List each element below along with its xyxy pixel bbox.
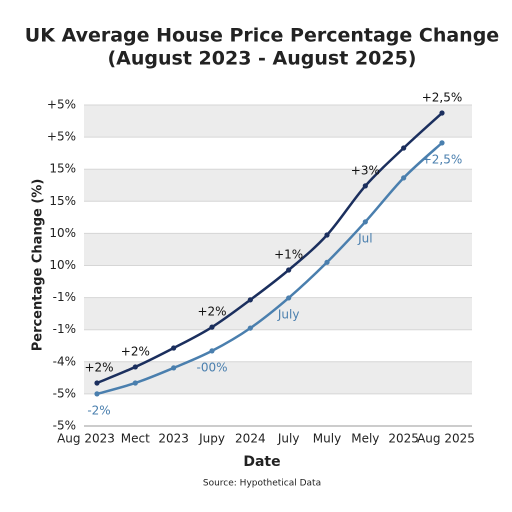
x-tick-label: Mely — [351, 432, 379, 446]
series-line — [96, 141, 443, 396]
source-note: Source: Hypothetical Data — [203, 479, 321, 489]
y-tick-label: 15% — [49, 194, 76, 208]
data-point — [286, 295, 292, 301]
x-tick-label: 2024 — [235, 432, 266, 446]
x-tick-label: Aug 2023 — [57, 432, 115, 446]
y-tick-label: 10% — [49, 226, 76, 240]
y-tick-label: -1% — [53, 322, 76, 336]
data-point — [362, 219, 368, 225]
data-label: +2,5% — [422, 91, 463, 105]
series-line — [96, 112, 443, 385]
data-label: +2% — [84, 360, 113, 374]
data-label: July — [277, 307, 300, 321]
data-point — [439, 110, 445, 116]
data-point — [439, 140, 445, 146]
data-point — [401, 175, 407, 181]
y-tick-label: +5% — [47, 98, 76, 112]
x-axis-label: Date — [243, 454, 280, 470]
data-label: +3% — [351, 163, 380, 177]
data-point — [247, 297, 253, 303]
data-point — [209, 348, 215, 354]
data-label: +2% — [197, 305, 226, 319]
data-point — [171, 345, 177, 351]
x-tick-label: Aug 2025 — [417, 432, 475, 446]
y-axis-label: Percentage Change (%) — [31, 179, 46, 352]
grid-band — [84, 169, 472, 202]
data-point — [94, 391, 100, 397]
y-tick-label: -5% — [53, 419, 76, 433]
y-tick-label: 10% — [49, 258, 76, 272]
x-tick-label: Muly — [313, 432, 341, 446]
y-tick-label: +5% — [47, 130, 76, 144]
data-label: Jul — [357, 231, 372, 245]
data-label: +2% — [121, 344, 150, 358]
data-point — [132, 364, 138, 370]
y-tick-label: -5% — [53, 386, 76, 400]
chart-subtitle: (August 2023 - August 2025) — [108, 48, 417, 70]
data-point — [209, 324, 215, 330]
data-point — [324, 259, 330, 265]
x-tick-label: Mect — [121, 432, 150, 446]
data-point — [324, 232, 330, 238]
data-point — [286, 267, 292, 273]
grid-band — [84, 361, 472, 394]
data-point — [247, 325, 253, 331]
x-tick-label: Jupy — [198, 432, 225, 446]
data-label: +2,5% — [422, 152, 463, 166]
data-label: -2% — [87, 403, 110, 417]
data-point — [171, 365, 177, 371]
data-point — [362, 183, 368, 189]
y-tick-label: -4% — [53, 354, 76, 368]
grid-band — [84, 105, 472, 138]
grid-band — [84, 233, 472, 266]
grid-band — [84, 297, 472, 330]
x-tick-label: 2025 — [388, 432, 419, 446]
chart-title: UK Average House Price Percentage Change — [25, 25, 499, 47]
x-tick-label: July — [277, 432, 300, 446]
x-tick-label: 2023 — [158, 432, 189, 446]
data-point — [132, 380, 138, 386]
data-point — [401, 145, 407, 151]
data-label: -00% — [196, 360, 227, 374]
y-tick-label: 15% — [49, 162, 76, 176]
data-label: +1% — [274, 247, 303, 261]
y-tick-label: -1% — [53, 290, 76, 304]
data-point — [94, 380, 100, 386]
